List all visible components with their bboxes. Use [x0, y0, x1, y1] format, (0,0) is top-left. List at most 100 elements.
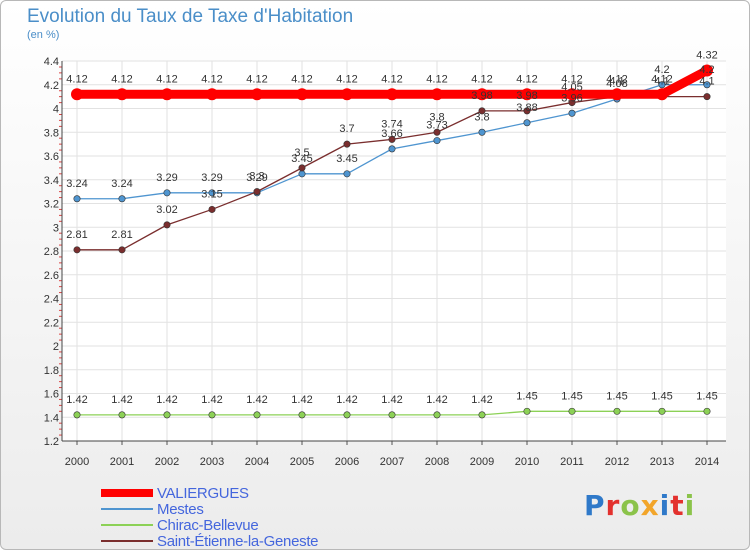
- logo-letter: r: [605, 489, 621, 522]
- x-tick-label: 2003: [200, 456, 224, 468]
- y-tick-label: 1.4: [44, 412, 59, 424]
- legend-swatch: [101, 524, 153, 526]
- data-point: [71, 88, 83, 101]
- legend-label: Mestes: [157, 500, 204, 518]
- data-label: 3.29: [246, 172, 267, 184]
- data-point: [343, 140, 351, 148]
- y-tick-label: 4.4: [44, 56, 59, 68]
- legend-swatch: [101, 540, 153, 542]
- legend-item: VALIERGUES: [101, 484, 318, 502]
- unit-label: (en %): [27, 29, 60, 41]
- data-label: 4.08: [606, 78, 627, 90]
- data-point: [658, 407, 666, 415]
- logo-letter: t: [670, 489, 685, 522]
- data-point: [386, 88, 398, 101]
- data-point: [478, 128, 486, 136]
- data-label: 4.2: [699, 64, 714, 76]
- data-point: [388, 411, 396, 419]
- data-point: [118, 246, 126, 254]
- legend-item: Saint-Étienne-la-Geneste: [101, 532, 319, 550]
- data-label: 3.45: [291, 153, 312, 165]
- data-label: 1.42: [426, 394, 447, 406]
- data-label: 3.24: [111, 178, 132, 190]
- data-point: [523, 119, 531, 127]
- x-tick-label: 2005: [290, 456, 314, 468]
- data-label: 4.12: [651, 73, 672, 85]
- data-label: 4.12: [66, 73, 87, 85]
- data-point: [521, 88, 533, 101]
- data-label: 3.29: [201, 172, 222, 184]
- data-point: [253, 188, 261, 196]
- data-point: [656, 88, 668, 101]
- data-label: 1.45: [696, 390, 717, 402]
- data-label: 4.12: [606, 73, 627, 85]
- data-label: 4.12: [156, 73, 177, 85]
- data-point: [433, 128, 441, 136]
- data-label: 1.42: [471, 394, 492, 406]
- data-point: [388, 145, 396, 153]
- data-point: [478, 411, 486, 419]
- data-label: 3.02: [156, 204, 177, 216]
- data-point: [388, 135, 396, 143]
- data-point: [116, 88, 128, 101]
- legend: VALIERGUES Mestes Chirac-Bellevue Saint-Éti…: [101, 484, 319, 550]
- data-point: [163, 189, 171, 197]
- data-label: 4.12: [426, 73, 447, 85]
- data-point: [343, 170, 351, 178]
- data-point: [298, 164, 306, 172]
- logo-letter: i: [684, 489, 696, 522]
- data-label: 4.12: [201, 73, 222, 85]
- y-tick-label: 2.8: [44, 246, 59, 258]
- y-tick-label: 2.6: [44, 270, 59, 282]
- data-label: 1.42: [66, 394, 87, 406]
- data-label: 4.12: [471, 73, 492, 85]
- logo-letter: i: [659, 489, 671, 522]
- data-label: 4.2: [654, 64, 669, 76]
- data-point: [433, 137, 441, 145]
- data-point: [73, 411, 81, 419]
- data-label: 3.98: [516, 90, 537, 102]
- y-tick-label: 3.8: [44, 127, 59, 139]
- data-point: [611, 88, 623, 101]
- data-label: 4.12: [561, 73, 582, 85]
- data-point: [568, 407, 576, 415]
- data-label: 3.15: [201, 188, 222, 200]
- data-label: 1.45: [561, 390, 582, 402]
- y-tick-label: 2.2: [44, 317, 59, 329]
- legend-label: Saint-Étienne-la-Geneste: [157, 532, 319, 550]
- data-point: [703, 407, 711, 415]
- data-point: [208, 205, 216, 213]
- data-point: [253, 411, 261, 419]
- data-point: [73, 195, 81, 203]
- data-point: [613, 407, 621, 415]
- data-label: 4.1: [699, 76, 714, 88]
- data-label: 3.88: [516, 102, 537, 114]
- data-label: 1.42: [111, 394, 132, 406]
- data-point: [118, 195, 126, 203]
- data-label: 4.1: [654, 76, 669, 88]
- data-label: 2.81: [66, 229, 87, 241]
- data-label: 4.12: [381, 73, 402, 85]
- data-label: 1.42: [381, 394, 402, 406]
- data-point: [206, 88, 218, 101]
- x-tick-label: 2000: [65, 456, 89, 468]
- data-point: [568, 109, 576, 117]
- data-label: 2.81: [111, 229, 132, 241]
- x-tick-label: 2014: [695, 456, 719, 468]
- data-point: [476, 88, 488, 101]
- legend-item: Mestes: [101, 500, 318, 518]
- legend-label: VALIERGUES: [157, 484, 249, 502]
- data-point: [523, 407, 531, 415]
- data-label: 3.98: [471, 90, 492, 102]
- data-label: 3.5: [294, 147, 309, 159]
- data-point: [163, 221, 171, 229]
- x-tick-label: 2012: [605, 456, 629, 468]
- data-label: 3.96: [561, 92, 582, 104]
- x-tick-label: 2008: [425, 456, 449, 468]
- legend-label: Chirac-Bellevue: [157, 516, 259, 534]
- legend-swatch: [101, 508, 153, 510]
- data-point: [118, 411, 126, 419]
- data-label: 4.32: [696, 50, 717, 62]
- data-label: 4.12: [336, 73, 357, 85]
